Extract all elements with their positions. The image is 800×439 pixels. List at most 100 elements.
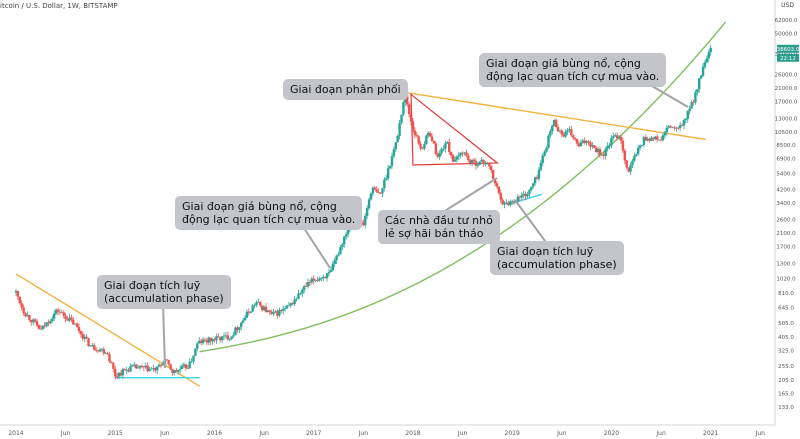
y-tick-label: 205.0 — [778, 378, 794, 384]
candle-body — [575, 139, 579, 144]
candle — [150, 367, 153, 370]
currency-label: USD — [781, 2, 794, 9]
candle-body — [343, 236, 346, 245]
candle-body — [654, 136, 657, 140]
candle-body — [89, 345, 92, 347]
candle — [115, 372, 119, 380]
candle — [671, 126, 674, 129]
candle-body — [304, 286, 308, 287]
candle — [434, 141, 438, 156]
candle-body — [135, 364, 138, 369]
candle — [617, 135, 621, 140]
candle-body — [169, 364, 172, 370]
last-price-tag — [777, 44, 799, 53]
candle-body — [488, 163, 491, 167]
candle — [89, 345, 92, 347]
candle-body — [60, 312, 64, 314]
candle — [222, 332, 226, 341]
candle — [417, 134, 420, 146]
candle — [51, 315, 54, 323]
candle — [87, 337, 90, 347]
candle-body — [289, 303, 293, 306]
candle-body — [104, 353, 107, 354]
y-tick-label: 255.0 — [778, 364, 794, 370]
candle — [281, 305, 285, 315]
candle — [551, 124, 554, 135]
candle — [234, 326, 237, 336]
candle-body — [217, 336, 220, 338]
y-tick-label: 1020.0 — [776, 277, 796, 283]
x-tick-label: 2014 — [8, 430, 23, 437]
candle — [526, 191, 529, 199]
candle-body — [33, 319, 37, 322]
candle — [675, 126, 678, 132]
candle — [243, 315, 247, 321]
candle-body — [709, 47, 712, 53]
candle-body — [205, 340, 209, 343]
candle — [293, 295, 296, 307]
candle — [392, 146, 396, 159]
y-tick-label: 2600.0 — [776, 218, 796, 224]
candle-body — [194, 348, 197, 356]
candle-body — [364, 215, 367, 226]
candle-body — [625, 160, 628, 168]
candle — [572, 134, 575, 141]
candle — [283, 305, 287, 312]
candle — [602, 151, 606, 160]
candle — [339, 244, 342, 255]
candle — [180, 363, 184, 370]
candle — [146, 362, 149, 373]
candle — [457, 151, 460, 161]
candle — [575, 138, 579, 147]
y-tick-label: 4200.0 — [776, 188, 796, 194]
candle — [423, 141, 426, 151]
candle — [43, 322, 46, 329]
candle-body — [478, 161, 481, 165]
candle — [594, 146, 598, 153]
candle — [16, 290, 20, 301]
candle — [306, 278, 310, 289]
candle — [449, 151, 453, 159]
candle-body — [587, 141, 590, 143]
candle-body — [390, 156, 394, 166]
candle — [232, 331, 235, 339]
candle — [184, 363, 188, 371]
candle-body — [642, 137, 646, 146]
candle — [24, 311, 27, 318]
candle-body — [323, 276, 327, 279]
candle — [257, 298, 260, 303]
candle — [684, 117, 688, 124]
candlesticks — [14, 44, 712, 380]
candle — [690, 100, 693, 109]
candle — [522, 190, 525, 199]
candle-body — [667, 126, 670, 128]
candle-body — [219, 337, 222, 341]
candle — [337, 251, 340, 257]
candle — [310, 276, 314, 285]
candle — [598, 146, 602, 159]
candle — [461, 151, 464, 157]
candle-body — [285, 305, 289, 309]
candle — [396, 134, 399, 143]
candle-body — [539, 163, 543, 170]
candle-body — [335, 255, 338, 261]
candle — [79, 330, 83, 338]
candle — [245, 309, 249, 319]
candle-body — [190, 361, 193, 363]
candle — [430, 133, 434, 142]
candle-body — [375, 189, 378, 192]
candle-body — [383, 179, 386, 189]
candle-body — [291, 303, 294, 305]
y-tick-label: 6900.0 — [776, 156, 796, 162]
candle — [371, 186, 375, 197]
candle — [459, 152, 462, 159]
candle-body — [490, 166, 493, 171]
candle — [644, 134, 647, 141]
candle-body — [362, 222, 365, 226]
candle-body — [333, 260, 336, 265]
candle-body — [140, 365, 144, 367]
candle — [322, 274, 325, 282]
candle-body — [566, 130, 569, 132]
x-tick-label: 2018 — [405, 430, 420, 437]
